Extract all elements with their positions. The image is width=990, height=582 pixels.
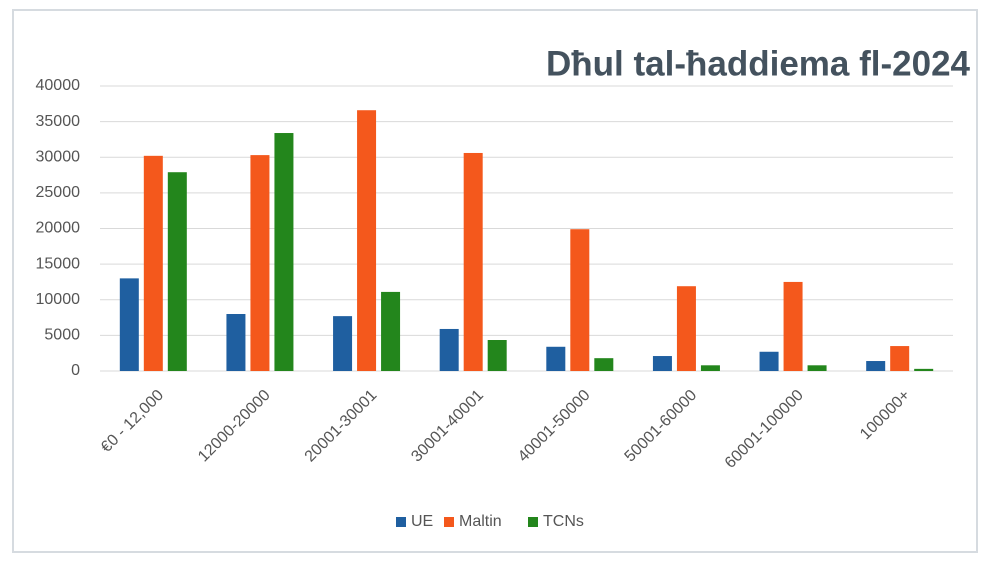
y-tick-label: 25000 (36, 184, 81, 201)
legend-label: TCNs (543, 513, 584, 530)
y-tick-label: 30000 (36, 148, 81, 165)
bar (700, 365, 720, 371)
y-tick-label: 20000 (36, 220, 81, 237)
bar (487, 340, 507, 371)
bar (676, 286, 696, 371)
y-tick-label: 0 (71, 362, 80, 379)
legend-label: UE (411, 513, 433, 530)
legend-swatch (396, 517, 406, 527)
bar (226, 314, 246, 371)
bar (463, 152, 483, 371)
bar (546, 346, 566, 371)
bar (652, 356, 672, 371)
y-tick-label: 10000 (36, 291, 81, 308)
legend-swatch (444, 517, 454, 527)
bar (783, 281, 803, 371)
bar (357, 110, 377, 371)
bar (274, 133, 294, 371)
bar (759, 351, 779, 371)
bar (381, 291, 401, 371)
bar (333, 316, 353, 371)
bar (143, 155, 163, 371)
bar (250, 155, 270, 371)
bar (167, 172, 187, 371)
legend-swatch (528, 517, 538, 527)
bar (119, 278, 139, 371)
y-tick-label: 35000 (36, 113, 81, 130)
chart-title: Dħul tal-ħaddiema fl-2024 (546, 44, 971, 83)
bar (594, 358, 614, 371)
bar (914, 368, 934, 371)
y-tick-label: 5000 (44, 327, 80, 344)
bar (570, 229, 590, 371)
y-tick-label: 15000 (36, 255, 81, 272)
bar (890, 346, 910, 371)
legend-label: Maltin (459, 513, 502, 530)
bar (866, 361, 886, 371)
bar (807, 365, 827, 371)
bar (439, 328, 459, 371)
y-tick-label: 40000 (36, 77, 81, 94)
